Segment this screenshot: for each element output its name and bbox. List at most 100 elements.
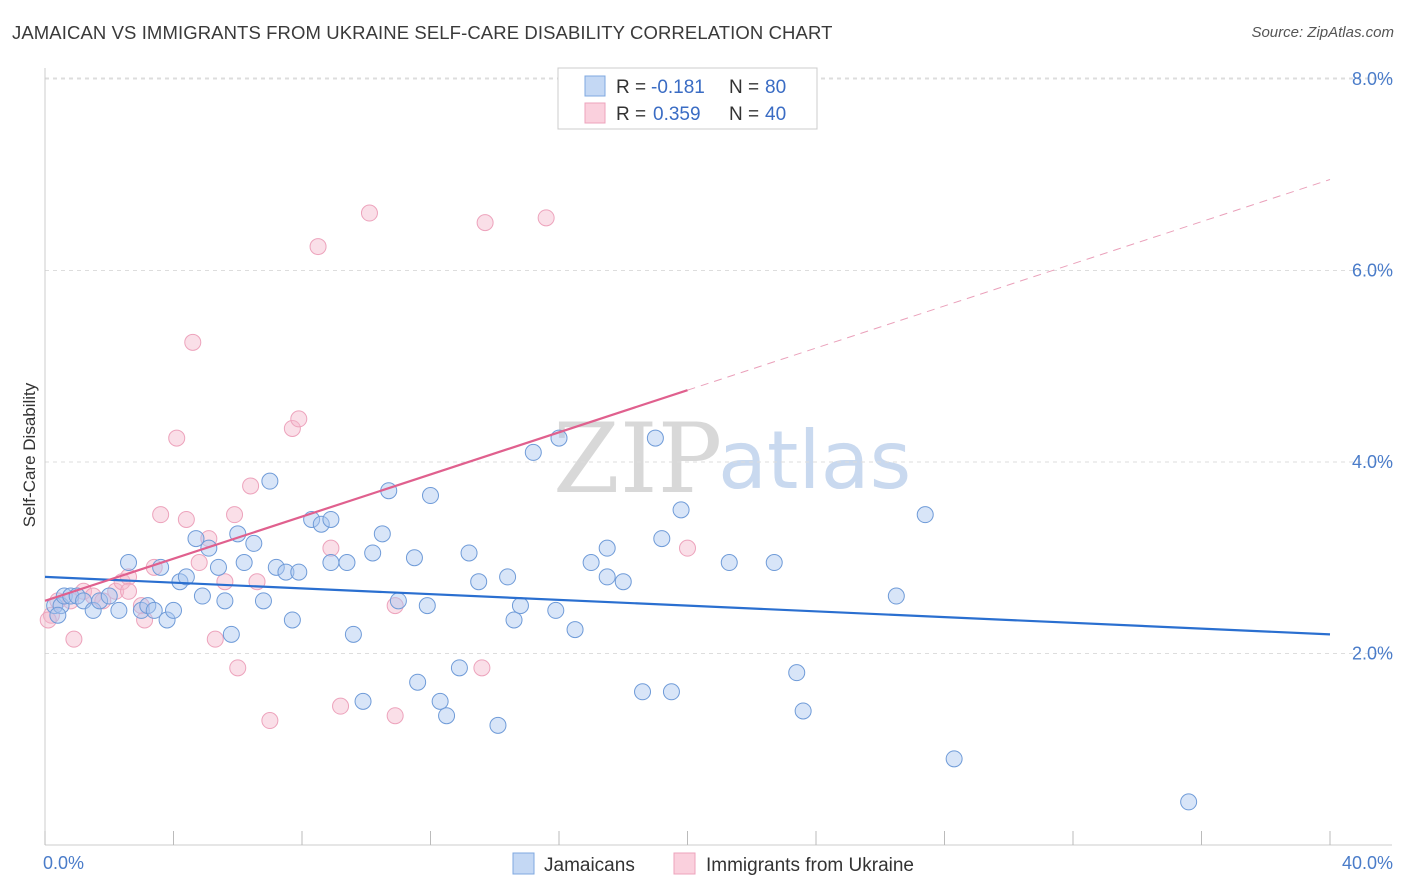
ukraine-point-24 — [242, 477, 260, 495]
bottom-legend: Jamaicans Immigrants from Ukraine — [512, 852, 914, 876]
ukraine-point-11 — [132, 597, 150, 615]
legend: R = -0.181 N = 80 R = 0.359 N = 40 — [557, 67, 818, 130]
tick-labels: 2.0% 4.0% 6.0% 8.0% 0.0% 40.0% — [43, 69, 1393, 873]
jamaican-point-75 — [794, 702, 812, 720]
ukraine-point-3 — [65, 630, 83, 648]
jamaican-point-64 — [598, 539, 616, 557]
jamaican-point-69 — [653, 530, 671, 548]
legend-r-value-1: -0.181 — [651, 77, 705, 98]
legend-n-value-1: 80 — [765, 77, 786, 98]
ukraine-point-15 — [168, 429, 186, 447]
legend-n-label-1: N = — [729, 77, 759, 98]
y-tick-label-1: 4.0% — [1352, 452, 1393, 472]
jamaican-point-14 — [145, 601, 163, 619]
jamaican-point-45 — [389, 592, 407, 610]
jamaican-point-7 — [84, 601, 102, 619]
y-tick-label-2: 6.0% — [1352, 261, 1393, 281]
jamaican-point-8 — [91, 592, 109, 610]
jamaican-point-55 — [489, 716, 507, 734]
ukraine-point-29 — [309, 238, 327, 256]
ukraine-point-34 — [386, 597, 404, 615]
axes — [44, 68, 1392, 846]
jamaican-point-60 — [547, 601, 565, 619]
ukraine-point-38 — [679, 539, 696, 557]
jamaican-point-29 — [254, 592, 272, 610]
jamaican-point-21 — [193, 587, 211, 605]
ukraine-point-22 — [226, 506, 244, 524]
jamaican-point-30 — [261, 472, 279, 490]
ukraine-point-17 — [184, 333, 202, 351]
jamaican-point-52 — [450, 659, 468, 677]
bottom-legend-jamaicans: Jamaicans — [544, 855, 635, 876]
jamaican-point-46 — [405, 549, 423, 567]
ukraine-point-20 — [206, 630, 224, 648]
ukraine-point-37 — [537, 209, 555, 227]
jamaican-point-17 — [165, 601, 182, 619]
legend-r-label-1: R = — [616, 77, 646, 98]
jamaican-point-58 — [511, 597, 529, 615]
ukraine-point-39 — [39, 611, 57, 629]
jamaican-point-47 — [409, 673, 427, 691]
ukraine-point-33 — [386, 707, 404, 725]
source-label: Source: ZipAtlas.com — [1251, 24, 1394, 41]
jamaican-point-67 — [634, 683, 652, 701]
jamaican-point-72 — [720, 554, 738, 572]
jamaican-point-16 — [158, 611, 176, 629]
trend-lines — [44, 179, 1331, 636]
ukraine-point-31 — [332, 697, 350, 715]
jamaican-point-2 — [49, 606, 67, 624]
ukraine-point-23 — [229, 659, 247, 677]
bottom-legend-swatch-ukraine — [673, 852, 696, 875]
jamaican-point-27 — [235, 554, 253, 572]
y-tick-label-0: 2.0% — [1352, 644, 1393, 664]
legend-swatch-jamaicans — [584, 75, 606, 97]
jamaican-point-65 — [598, 568, 616, 586]
legend-r-label-2: R = — [616, 104, 646, 125]
jamaican-point-71 — [672, 501, 690, 519]
jamaican-point-51 — [438, 707, 456, 725]
jamaican-point-39 — [338, 554, 356, 572]
jamaican-point-25 — [222, 625, 240, 643]
ukraine-point-26 — [261, 712, 279, 730]
bottom-legend-swatch-jamaicans — [512, 852, 535, 875]
ukraine-point-16 — [177, 510, 195, 528]
jamaican-point-43 — [373, 525, 391, 543]
jamaican-point-57 — [505, 611, 523, 629]
jamaican-point-70 — [662, 683, 680, 701]
jamaican-point-48 — [418, 597, 436, 615]
jamaican-point-36 — [312, 515, 330, 533]
x-tick-label-1: 40.0% — [1342, 853, 1393, 873]
jamaican-point-62 — [566, 621, 584, 639]
jamaican-point-24 — [216, 592, 234, 610]
jamaican-point-28 — [245, 534, 263, 552]
jamaican-point-56 — [499, 568, 517, 586]
legend-swatch-ukraine — [584, 102, 606, 124]
jamaican-point-41 — [354, 692, 372, 710]
ukraine-point-18 — [190, 554, 208, 572]
ukraine-point-35 — [473, 659, 491, 677]
jamaican-point-20 — [187, 530, 205, 548]
bottom-legend-ukraine: Immigrants from Ukraine — [706, 855, 914, 876]
legend-n-label-2: N = — [729, 104, 759, 125]
jamaican-point-40 — [344, 625, 362, 643]
jamaican-point-32 — [277, 563, 295, 581]
jamaican-point-19 — [177, 568, 195, 586]
ukraine-point-14 — [152, 506, 170, 524]
jamaican-point-73 — [765, 554, 783, 572]
jamaican-point-63 — [582, 554, 600, 572]
jamaican-point-42 — [364, 544, 382, 562]
jamaican-point-66 — [614, 573, 632, 591]
jamaican-point-76 — [887, 587, 905, 605]
ukraine-point-28 — [290, 410, 308, 428]
jamaican-point-11 — [120, 554, 138, 572]
x-tick-label-0: 0.0% — [43, 853, 84, 873]
watermark-atlas: atlas — [718, 414, 911, 507]
jamaican-point-23 — [209, 558, 227, 576]
legend-n-value-2: 40 — [765, 104, 786, 125]
ukraine-point-30 — [322, 539, 340, 557]
jamaican-point-74 — [788, 664, 806, 682]
jamaicans-trend-line — [44, 575, 1331, 636]
watermark-zip: ZIP — [553, 403, 722, 515]
jamaican-point-38 — [322, 554, 340, 572]
